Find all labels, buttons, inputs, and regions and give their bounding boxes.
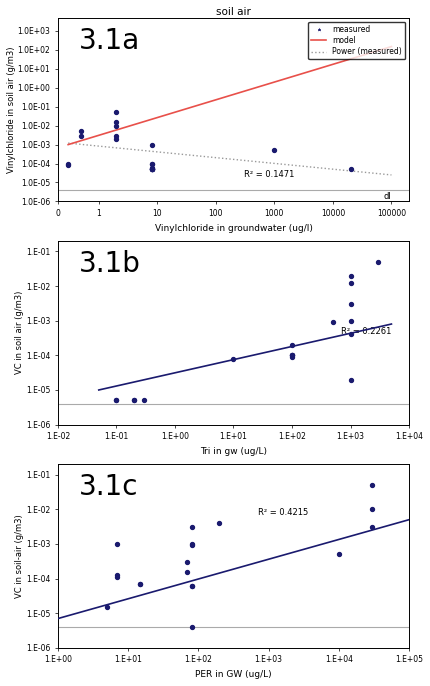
Text: R² = 0.2261: R² = 0.2261 xyxy=(341,327,392,335)
Point xyxy=(131,395,138,406)
Point xyxy=(114,569,121,580)
Point xyxy=(114,539,121,549)
Point xyxy=(148,163,155,174)
Point xyxy=(271,145,278,156)
Point xyxy=(113,395,120,406)
Point xyxy=(113,117,120,128)
Point xyxy=(335,549,342,560)
Point xyxy=(289,351,295,362)
Point xyxy=(188,539,195,549)
Point xyxy=(347,315,354,326)
Point xyxy=(131,395,138,406)
Point xyxy=(114,571,121,582)
Point xyxy=(148,139,155,150)
Point xyxy=(329,317,336,328)
Point xyxy=(347,164,354,175)
Y-axis label: Vinylchloride in soil air (g/m3): Vinylchloride in soil air (g/m3) xyxy=(7,47,16,173)
Y-axis label: VC in soil-air (g/m3): VC in soil-air (g/m3) xyxy=(15,514,25,598)
Text: 3.1a: 3.1a xyxy=(79,27,140,55)
Point xyxy=(148,164,155,175)
Point xyxy=(369,480,376,490)
Text: dl: dl xyxy=(384,192,391,201)
Point xyxy=(289,350,295,361)
Point xyxy=(347,270,354,281)
X-axis label: Vinylchloride in groundwater (ug/l): Vinylchloride in groundwater (ug/l) xyxy=(154,224,312,233)
Point xyxy=(64,160,71,171)
Point xyxy=(148,164,155,175)
Text: 3.1c: 3.1c xyxy=(79,473,138,501)
Point xyxy=(184,556,191,567)
Point xyxy=(289,350,295,361)
Point xyxy=(188,622,195,632)
X-axis label: Tri in gw (ug/L): Tri in gw (ug/L) xyxy=(200,447,267,456)
Point xyxy=(347,278,354,289)
Point xyxy=(188,540,195,551)
Point xyxy=(184,567,191,578)
Point xyxy=(216,517,223,528)
Point xyxy=(188,581,195,592)
Point xyxy=(230,353,237,364)
Point xyxy=(148,158,155,169)
Point xyxy=(137,578,144,589)
Point xyxy=(188,522,195,533)
Text: R² = 0.1471: R² = 0.1471 xyxy=(244,170,294,180)
Point xyxy=(78,130,85,141)
Point xyxy=(148,164,155,175)
Legend: measured, model, Power (measured): measured, model, Power (measured) xyxy=(308,21,405,59)
Point xyxy=(289,340,295,351)
Point xyxy=(188,581,195,592)
Text: 3.1b: 3.1b xyxy=(79,250,141,278)
Point xyxy=(104,602,111,613)
Point xyxy=(148,164,155,175)
Point xyxy=(113,120,120,131)
Point xyxy=(148,158,155,169)
Point xyxy=(141,395,148,406)
Point xyxy=(78,126,85,137)
Point xyxy=(369,522,376,533)
Point xyxy=(347,298,354,309)
Title: soil air: soil air xyxy=(216,7,251,17)
Point xyxy=(289,350,295,361)
Point xyxy=(347,329,354,340)
Point xyxy=(113,395,120,406)
Point xyxy=(113,130,120,141)
X-axis label: PER in GW (ug/L): PER in GW (ug/L) xyxy=(195,670,272,679)
Point xyxy=(347,374,354,385)
Y-axis label: VC in soil air (g/m3): VC in soil air (g/m3) xyxy=(15,291,25,375)
Point xyxy=(137,578,144,589)
Point xyxy=(375,257,382,268)
Point xyxy=(148,164,155,175)
Point xyxy=(113,133,120,144)
Point xyxy=(64,158,71,169)
Point xyxy=(369,504,376,514)
Text: R² = 0.4215: R² = 0.4215 xyxy=(258,508,308,517)
Point xyxy=(113,107,120,118)
